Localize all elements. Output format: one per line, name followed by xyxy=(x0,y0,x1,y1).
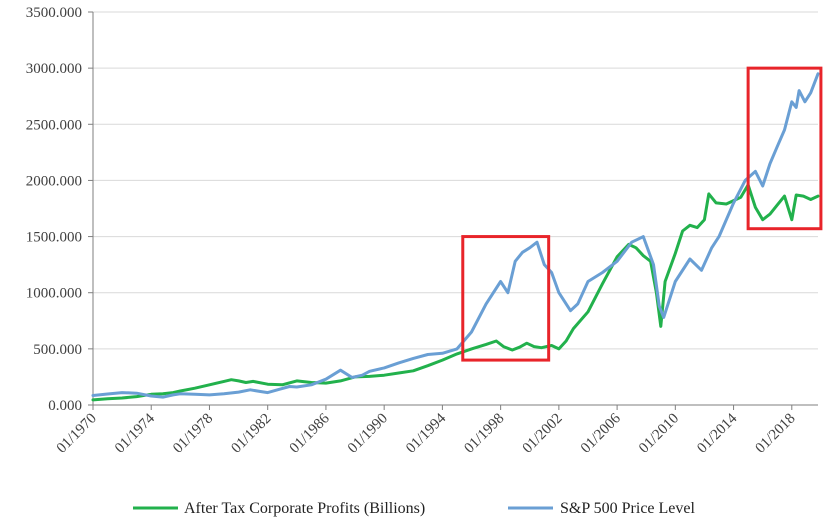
legend-label-sp500: S&P 500 Price Level xyxy=(560,500,696,517)
series-line-1 xyxy=(91,72,820,399)
highlight-box-0 xyxy=(461,235,551,362)
x-axis: 01/1970 01/1974 01/1978 01/1982 01/1986 01/19… xyxy=(54,404,818,457)
x-tick-label: 01/2010 xyxy=(636,411,682,457)
y-tick-label: 2500.000 xyxy=(26,117,82,133)
x-tick-label: 01/2014 xyxy=(694,410,740,456)
highlight-boxes xyxy=(461,66,823,362)
x-tick-label: 01/1978 xyxy=(170,411,216,457)
legend-label-profits: After Tax Corporate Profits (Billions) xyxy=(184,500,425,517)
y-axis: 0.000 500.000 1000.000 1500.000 2000.000 2500… xyxy=(26,5,94,414)
y-tick-label: 1500.000 xyxy=(26,230,82,246)
y-tick-label: 500.000 xyxy=(33,342,82,358)
x-tick-label: 01/1990 xyxy=(345,411,391,457)
gridlines xyxy=(93,11,818,350)
legend: After Tax Corporate Profits (Billions) S… xyxy=(133,500,696,517)
highlight-box-1 xyxy=(746,66,823,231)
x-tick-label: 01/2002 xyxy=(520,411,566,457)
y-tick-label: 0.000 xyxy=(48,398,82,414)
x-tick-label: 01/1974 xyxy=(112,410,158,456)
x-tick-label: 01/1982 xyxy=(228,411,274,457)
series-lines xyxy=(91,72,820,402)
y-tick-label: 2000.000 xyxy=(26,173,82,189)
y-tick-label: 3000.000 xyxy=(26,61,82,77)
x-tick-label: 01/1994 xyxy=(403,410,449,456)
x-tick-label: 01/1998 xyxy=(461,411,507,457)
x-tick-label: 01/2018 xyxy=(753,411,799,457)
x-tick-label: 01/2006 xyxy=(578,410,624,456)
x-tick-label: 01/1986 xyxy=(287,410,333,456)
x-tick-label: 01/1970 xyxy=(54,411,100,457)
y-tick-label: 3500.000 xyxy=(26,5,82,21)
y-tick-label: 1000.000 xyxy=(26,286,82,302)
